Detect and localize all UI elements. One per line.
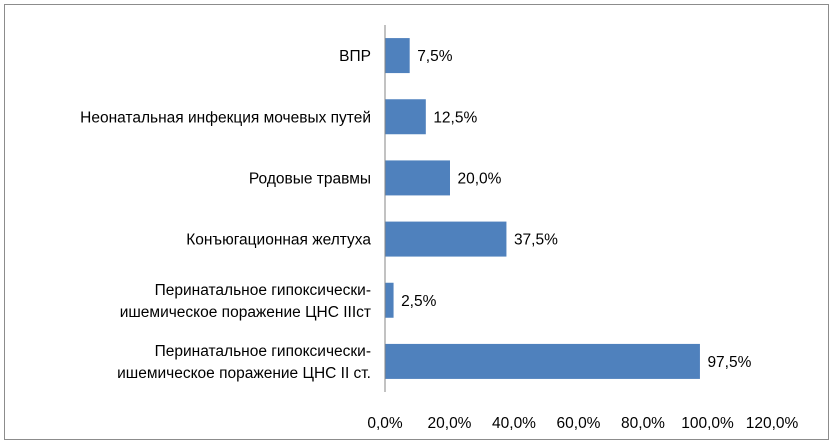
x-tick-label: 20,0% bbox=[428, 415, 472, 432]
data-label: 2,5% bbox=[401, 293, 437, 310]
category-label: Родовые травмы bbox=[249, 170, 371, 187]
category-label: Неонатальная инфекция мочевых путей bbox=[80, 109, 371, 126]
category-label: ВПР bbox=[339, 48, 371, 65]
category-label: Перинатальное гипоксически- bbox=[155, 282, 371, 299]
bar bbox=[385, 343, 700, 379]
data-label: 97,5% bbox=[707, 354, 751, 371]
x-tick-label: 60,0% bbox=[557, 415, 601, 432]
x-tick-label: 120,0% bbox=[746, 415, 799, 432]
data-label: 20,0% bbox=[458, 170, 502, 187]
x-tick-label: 100,0% bbox=[681, 415, 734, 432]
bar bbox=[385, 282, 394, 318]
category-label: ишемическое поражение ЦНС IIIст bbox=[120, 304, 371, 321]
bar bbox=[385, 160, 450, 196]
bar bbox=[385, 38, 410, 74]
x-tick-label: 80,0% bbox=[621, 415, 665, 432]
x-tick-label: 0,0% bbox=[367, 415, 403, 432]
category-label: ишемическое поражение ЦНС II ст. bbox=[117, 365, 371, 382]
data-label: 12,5% bbox=[433, 109, 477, 126]
data-label: 37,5% bbox=[514, 232, 558, 249]
bar bbox=[385, 221, 507, 257]
x-tick-label: 40,0% bbox=[492, 415, 536, 432]
category-label: Конъюгационная желтуха bbox=[186, 232, 371, 249]
category-label: Перинатальное гипоксически- bbox=[155, 343, 371, 360]
data-label: 7,5% bbox=[417, 48, 453, 65]
bar bbox=[385, 99, 426, 135]
